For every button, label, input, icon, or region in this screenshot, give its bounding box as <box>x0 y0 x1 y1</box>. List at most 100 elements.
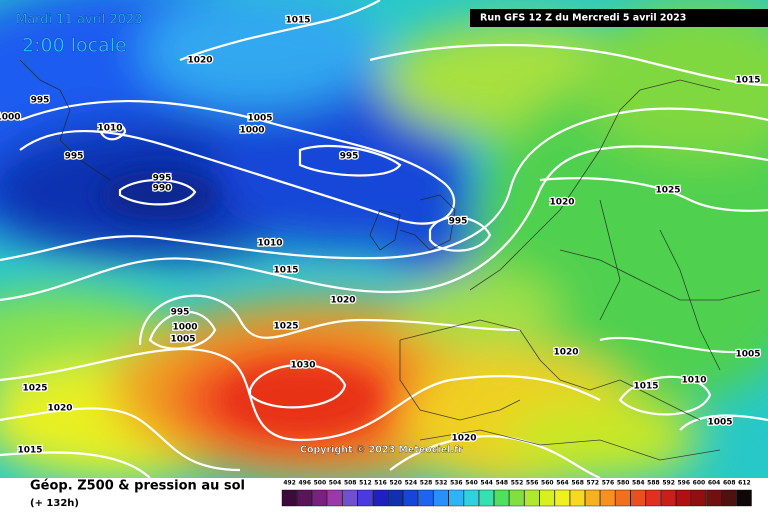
isobar-label: 1025 <box>655 186 680 196</box>
scale-swatch <box>448 489 464 507</box>
scale-label: 496 <box>298 480 311 487</box>
isobar-label: 1015 <box>285 16 310 26</box>
isobar-label: 990 <box>153 184 172 194</box>
isobar-label: 1005 <box>707 418 732 428</box>
isobar-label: 1005 <box>735 350 760 360</box>
scale-label: 548 <box>496 480 509 487</box>
scale-swatch <box>585 489 601 507</box>
valid-date: Mardi 11 avril 2023 <box>16 13 142 28</box>
scale-swatch <box>554 489 570 507</box>
scale-label: 492 <box>283 480 296 487</box>
isobar-label: 1010 <box>257 239 282 249</box>
isobar-label: 1015 <box>17 446 42 456</box>
isobar-label: 1015 <box>273 266 298 276</box>
isobar-label: 995 <box>449 217 468 227</box>
scale-label: 556 <box>526 480 539 487</box>
scale-swatch <box>312 489 328 507</box>
run-box <box>470 9 768 27</box>
isobar-label: 1005 <box>247 114 272 124</box>
scale-label: 572 <box>587 480 600 487</box>
scale-swatch <box>706 489 722 507</box>
scale-swatch <box>721 489 737 507</box>
isobar-label: 1000 <box>172 323 197 333</box>
isobar-label: 1025 <box>22 384 47 394</box>
scale-swatch <box>645 489 661 507</box>
isobar-label: 1020 <box>187 56 212 66</box>
isobars <box>0 0 768 478</box>
scale-swatch <box>539 489 555 507</box>
coastlines <box>19 59 761 461</box>
isobar-label: 1025 <box>273 322 298 332</box>
scale-label: 584 <box>632 480 645 487</box>
isobar-label: 1000 <box>0 113 21 123</box>
scale-swatch <box>691 489 707 507</box>
scale-swatch <box>296 489 313 507</box>
scale-swatch <box>418 489 434 507</box>
isobar-label: 1015 <box>735 76 760 86</box>
scale-swatch <box>357 489 373 507</box>
scale-label: 528 <box>420 480 433 487</box>
scale-label: 536 <box>450 480 463 487</box>
scale-swatch <box>478 489 494 507</box>
scale-label: 600 <box>693 480 706 487</box>
isobar-label: 995 <box>171 308 190 318</box>
scale-swatch <box>630 489 646 507</box>
scale-swatch <box>569 489 585 507</box>
scale-label: 576 <box>602 480 615 487</box>
scale-label: 580 <box>617 480 630 487</box>
isobar-label: 1005 <box>170 335 195 345</box>
isobar-label: 995 <box>31 96 50 106</box>
isobar-label: 1020 <box>549 198 574 208</box>
scale-label: 604 <box>708 480 721 487</box>
scale-swatch <box>736 489 752 507</box>
scale-label: 532 <box>435 480 448 487</box>
scale-swatch <box>342 489 358 507</box>
scale-label: 540 <box>465 480 478 487</box>
isobar-label: 1020 <box>451 434 476 444</box>
map-field <box>0 0 768 478</box>
scale-label: 592 <box>662 480 675 487</box>
isobar-label: 1010 <box>681 376 706 386</box>
scale-label: 544 <box>480 480 493 487</box>
scale-label: 524 <box>405 480 418 487</box>
scale-label: 516 <box>374 480 387 487</box>
scale-label: 560 <box>541 480 554 487</box>
scale-swatch <box>387 489 403 507</box>
isobar-label: 1020 <box>47 404 72 414</box>
scale-swatch <box>327 489 343 507</box>
scale-swatch <box>600 489 616 507</box>
scale-swatch <box>463 489 479 507</box>
local-time: 2:00 locale <box>22 35 127 57</box>
scale-label: 500 <box>314 480 327 487</box>
scale-swatch <box>615 489 631 507</box>
isobar-labels: 1015 1020 995 1000 1010 1005 1000 995 995 995 990 1… <box>0 14 762 457</box>
scale-label: 596 <box>678 480 691 487</box>
scale-label: 564 <box>556 480 569 487</box>
isobar-label: 1000 <box>239 126 264 136</box>
isobar-label: 1010 <box>97 124 122 134</box>
scale-label: 552 <box>511 480 524 487</box>
color-scale: 492 496 500 504 508 512 516 520 524 528 532 536 540 5… <box>281 480 752 507</box>
scale-label: 608 <box>723 480 736 487</box>
scale-swatch <box>281 489 297 507</box>
scale-label: 512 <box>359 480 372 487</box>
scale-swatch <box>524 489 540 507</box>
scale-label: 520 <box>389 480 402 487</box>
copyright: Copyright © 2023 Meteociel.fr <box>300 445 463 456</box>
scale-label: 588 <box>647 480 660 487</box>
isobar-label: 1020 <box>553 348 578 358</box>
scale-label: 504 <box>329 480 342 487</box>
scale-label: 568 <box>571 480 584 487</box>
scale-label: 508 <box>344 480 357 487</box>
isobar-label: 995 <box>65 152 84 162</box>
run-info: Run GFS 12 Z du Mercredi 5 avril 2023 <box>480 13 686 24</box>
scale-swatch <box>675 489 692 507</box>
scale-swatch <box>660 489 676 507</box>
scale-swatch <box>509 489 525 507</box>
isobar-label: 995 <box>340 152 359 162</box>
isobar-label: 1015 <box>633 382 658 392</box>
forecast-hour: (+ 132h) <box>30 498 79 509</box>
isobar-label: 1030 <box>290 361 315 371</box>
scale-swatch <box>494 489 510 507</box>
